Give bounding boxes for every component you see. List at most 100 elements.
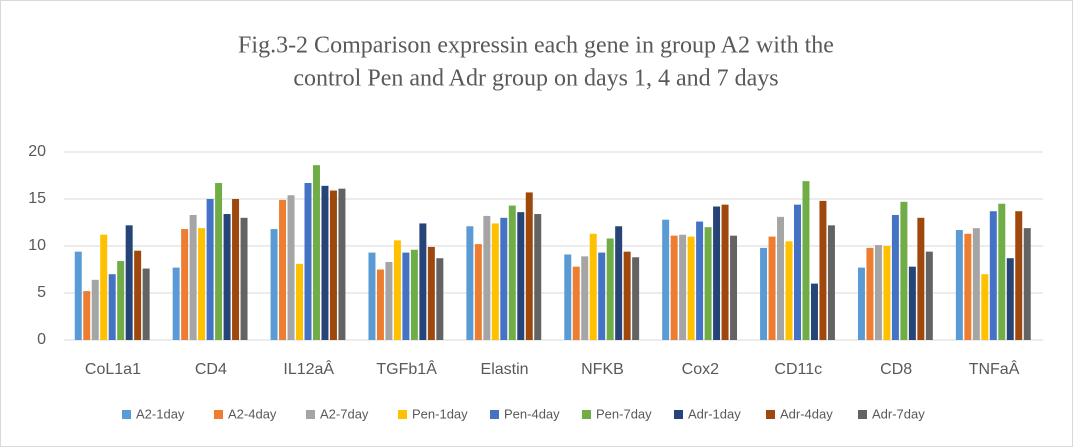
bar	[338, 188, 346, 340]
bar	[606, 238, 614, 340]
bar	[368, 252, 376, 340]
bar	[866, 247, 874, 340]
bar	[517, 212, 525, 340]
y-tick-label: 15	[28, 190, 46, 207]
legend-label: Adr-4day	[780, 406, 833, 421]
bar	[312, 165, 320, 340]
bar	[615, 226, 623, 340]
bar	[598, 252, 606, 340]
bar	[989, 211, 997, 340]
legend-swatch	[858, 410, 867, 419]
bar	[402, 252, 410, 340]
y-tick-label: 0	[37, 331, 46, 348]
legend-swatch	[766, 410, 775, 419]
bar	[857, 267, 865, 340]
bar	[134, 250, 142, 340]
bar	[713, 206, 721, 340]
bar	[721, 204, 729, 340]
bar	[1023, 228, 1031, 340]
bar	[696, 221, 704, 340]
bar	[125, 225, 133, 340]
bar	[623, 251, 631, 340]
legend-swatch	[306, 410, 315, 419]
bar	[760, 247, 768, 340]
x-tick-label: CD8	[880, 361, 912, 378]
x-tick-label: CD11c	[774, 361, 822, 378]
bar	[410, 249, 418, 340]
bar	[466, 226, 474, 340]
bar	[891, 214, 899, 340]
bar	[589, 233, 597, 340]
bar	[279, 199, 287, 340]
legend-label: Pen-1day	[412, 406, 468, 421]
bar	[223, 214, 231, 340]
bar	[240, 217, 248, 340]
y-tick-label: 20	[28, 143, 46, 160]
bar	[198, 228, 206, 340]
legend-swatch	[214, 410, 223, 419]
bar	[270, 229, 278, 340]
legend-swatch	[122, 410, 131, 419]
legend-label: Adr-7day	[872, 406, 925, 421]
bar	[74, 251, 82, 340]
y-tick-label: 10	[28, 237, 46, 254]
bar	[500, 217, 508, 340]
bar	[819, 200, 827, 340]
bar	[108, 274, 116, 340]
bar	[670, 235, 678, 340]
legend-label: Pen-7day	[596, 406, 652, 421]
x-tick-label: CD4	[195, 361, 227, 378]
bar	[304, 183, 312, 340]
bar	[925, 251, 933, 340]
bar	[810, 283, 818, 340]
legend-label: A2-1day	[136, 406, 185, 421]
bar	[508, 205, 516, 340]
chart-title: control Pen and Adr group on days 1, 4 a…	[293, 66, 778, 92]
bar	[483, 215, 491, 340]
x-tick-label: CoL1a1	[85, 361, 141, 378]
bar	[1015, 211, 1023, 340]
bar	[874, 245, 882, 340]
bar	[972, 228, 980, 340]
bar	[206, 199, 214, 340]
bar	[908, 266, 916, 340]
bar	[704, 227, 712, 340]
x-tick-label: TNFaÂ	[969, 359, 1020, 378]
bar	[189, 214, 197, 340]
y-tick-label: 5	[37, 284, 46, 301]
legend-swatch	[674, 410, 683, 419]
bar	[1006, 258, 1014, 340]
x-tick-label: IL12aÂ	[283, 359, 334, 378]
bar	[662, 219, 670, 340]
bar	[491, 223, 499, 340]
legend-label: Pen-4day	[504, 406, 560, 421]
legend-swatch	[490, 410, 499, 419]
bar	[802, 181, 810, 340]
bar	[142, 268, 150, 340]
bar	[525, 192, 533, 340]
bar	[785, 241, 793, 340]
bar	[981, 274, 989, 340]
bar	[117, 261, 125, 340]
bar	[679, 234, 687, 340]
bar	[730, 235, 738, 340]
bar	[419, 223, 427, 340]
bar	[376, 269, 384, 340]
legend-swatch	[398, 410, 407, 419]
bar	[964, 233, 972, 340]
bar	[768, 236, 776, 340]
legend-label: A2-7day	[320, 406, 369, 421]
x-tick-label: Elastin	[481, 361, 529, 378]
bar	[321, 185, 329, 340]
legend-label: Adr-1day	[688, 406, 741, 421]
bar	[900, 201, 908, 340]
bar	[287, 195, 295, 340]
bar	[883, 246, 891, 340]
bar	[777, 216, 785, 340]
bar	[827, 225, 835, 340]
bar	[632, 257, 640, 340]
bar	[474, 244, 482, 340]
chart-title: Fig.3-2 Comparison expressin each gene i…	[238, 33, 834, 59]
bar	[181, 229, 189, 340]
bar	[296, 263, 304, 340]
